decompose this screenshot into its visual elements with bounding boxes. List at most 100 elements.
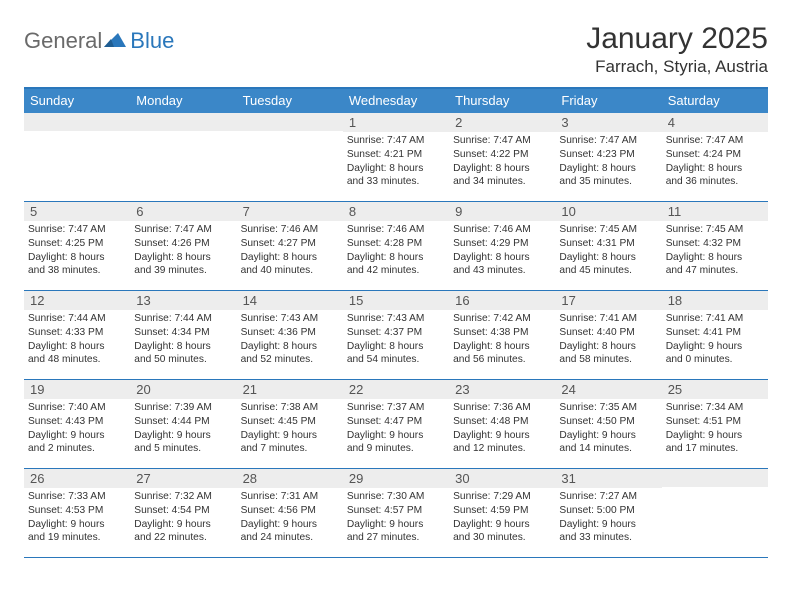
sunrise-label: Sunrise: 7:38 AM xyxy=(241,401,339,415)
day-details: Sunrise: 7:30 AMSunset: 4:57 PMDaylight:… xyxy=(343,488,449,549)
daylight2-label: and 19 minutes. xyxy=(28,531,126,545)
day-details: Sunrise: 7:31 AMSunset: 4:56 PMDaylight:… xyxy=(237,488,343,549)
day-cell: 16Sunrise: 7:42 AMSunset: 4:38 PMDayligh… xyxy=(449,291,555,379)
sunset-label: Sunset: 4:23 PM xyxy=(559,148,657,162)
sunrise-label: Sunrise: 7:46 AM xyxy=(453,223,551,237)
day-number: 17 xyxy=(555,291,661,310)
sunset-label: Sunset: 4:25 PM xyxy=(28,237,126,251)
day-details: Sunrise: 7:38 AMSunset: 4:45 PMDaylight:… xyxy=(237,399,343,460)
sunset-label: Sunset: 4:36 PM xyxy=(241,326,339,340)
day-number: 20 xyxy=(130,380,236,399)
day-number: 27 xyxy=(130,469,236,488)
day-details: Sunrise: 7:47 AMSunset: 4:21 PMDaylight:… xyxy=(343,132,449,193)
day-details: Sunrise: 7:32 AMSunset: 4:54 PMDaylight:… xyxy=(130,488,236,549)
daylight2-label: and 17 minutes. xyxy=(666,442,764,456)
day-details: Sunrise: 7:45 AMSunset: 4:31 PMDaylight:… xyxy=(555,221,661,282)
daylight2-label: and 34 minutes. xyxy=(453,175,551,189)
day-details: Sunrise: 7:41 AMSunset: 4:40 PMDaylight:… xyxy=(555,310,661,371)
sunset-label: Sunset: 4:48 PM xyxy=(453,415,551,429)
day-details: Sunrise: 7:47 AMSunset: 4:25 PMDaylight:… xyxy=(24,221,130,282)
sunrise-label: Sunrise: 7:30 AM xyxy=(347,490,445,504)
day-number: 7 xyxy=(237,202,343,221)
day-number: 11 xyxy=(662,202,768,221)
daylight1-label: Daylight: 9 hours xyxy=(28,518,126,532)
sunrise-label: Sunrise: 7:47 AM xyxy=(347,134,445,148)
sunset-label: Sunset: 4:44 PM xyxy=(134,415,232,429)
day-number: 26 xyxy=(24,469,130,488)
daylight2-label: and 56 minutes. xyxy=(453,353,551,367)
daylight1-label: Daylight: 8 hours xyxy=(559,251,657,265)
daylight1-label: Daylight: 9 hours xyxy=(134,429,232,443)
sunset-label: Sunset: 4:56 PM xyxy=(241,504,339,518)
daylight2-label: and 47 minutes. xyxy=(666,264,764,278)
day-cell: 9Sunrise: 7:46 AMSunset: 4:29 PMDaylight… xyxy=(449,202,555,290)
daylight2-label: and 5 minutes. xyxy=(134,442,232,456)
day-cell: 23Sunrise: 7:36 AMSunset: 4:48 PMDayligh… xyxy=(449,380,555,468)
day-details: Sunrise: 7:47 AMSunset: 4:22 PMDaylight:… xyxy=(449,132,555,193)
day-details: Sunrise: 7:27 AMSunset: 5:00 PMDaylight:… xyxy=(555,488,661,549)
sunset-label: Sunset: 4:21 PM xyxy=(347,148,445,162)
brand-text-general: General xyxy=(24,28,102,54)
location-label: Farrach, Styria, Austria xyxy=(586,57,768,77)
daylight2-label: and 35 minutes. xyxy=(559,175,657,189)
day-number: 12 xyxy=(24,291,130,310)
day-number: 30 xyxy=(449,469,555,488)
day-cell: 29Sunrise: 7:30 AMSunset: 4:57 PMDayligh… xyxy=(343,469,449,557)
day-number xyxy=(24,113,130,131)
weekday-header: Tuesday xyxy=(237,89,343,113)
daylight1-label: Daylight: 9 hours xyxy=(134,518,232,532)
day-number: 16 xyxy=(449,291,555,310)
day-cell: 24Sunrise: 7:35 AMSunset: 4:50 PMDayligh… xyxy=(555,380,661,468)
sunrise-label: Sunrise: 7:32 AM xyxy=(134,490,232,504)
daylight1-label: Daylight: 9 hours xyxy=(453,429,551,443)
weekday-header: Sunday xyxy=(24,89,130,113)
day-details: Sunrise: 7:45 AMSunset: 4:32 PMDaylight:… xyxy=(662,221,768,282)
daylight1-label: Daylight: 8 hours xyxy=(241,340,339,354)
week-row: 5Sunrise: 7:47 AMSunset: 4:25 PMDaylight… xyxy=(24,202,768,291)
brand-text-blue: Blue xyxy=(130,28,174,54)
day-details xyxy=(24,131,130,137)
daylight1-label: Daylight: 8 hours xyxy=(134,340,232,354)
day-cell: 18Sunrise: 7:41 AMSunset: 4:41 PMDayligh… xyxy=(662,291,768,379)
sunrise-label: Sunrise: 7:47 AM xyxy=(559,134,657,148)
daylight1-label: Daylight: 9 hours xyxy=(559,429,657,443)
sunset-label: Sunset: 4:37 PM xyxy=(347,326,445,340)
weekday-header: Friday xyxy=(555,89,661,113)
sunset-label: Sunset: 4:50 PM xyxy=(559,415,657,429)
weekday-header-row: Sunday Monday Tuesday Wednesday Thursday… xyxy=(24,89,768,113)
title-block: January 2025 Farrach, Styria, Austria xyxy=(586,22,768,77)
day-details: Sunrise: 7:39 AMSunset: 4:44 PMDaylight:… xyxy=(130,399,236,460)
daylight1-label: Daylight: 9 hours xyxy=(28,429,126,443)
daylight2-label: and 52 minutes. xyxy=(241,353,339,367)
sunset-label: Sunset: 4:28 PM xyxy=(347,237,445,251)
weekday-header: Thursday xyxy=(449,89,555,113)
sunset-label: Sunset: 5:00 PM xyxy=(559,504,657,518)
sunrise-label: Sunrise: 7:31 AM xyxy=(241,490,339,504)
day-cell: 1Sunrise: 7:47 AMSunset: 4:21 PMDaylight… xyxy=(343,113,449,201)
day-number: 4 xyxy=(662,113,768,132)
daylight2-label: and 54 minutes. xyxy=(347,353,445,367)
sunset-label: Sunset: 4:57 PM xyxy=(347,504,445,518)
sunset-label: Sunset: 4:59 PM xyxy=(453,504,551,518)
day-number: 18 xyxy=(662,291,768,310)
day-number xyxy=(237,113,343,131)
day-number: 28 xyxy=(237,469,343,488)
day-cell: 26Sunrise: 7:33 AMSunset: 4:53 PMDayligh… xyxy=(24,469,130,557)
day-number: 6 xyxy=(130,202,236,221)
sunrise-label: Sunrise: 7:46 AM xyxy=(241,223,339,237)
day-cell: 2Sunrise: 7:47 AMSunset: 4:22 PMDaylight… xyxy=(449,113,555,201)
daylight1-label: Daylight: 8 hours xyxy=(347,162,445,176)
day-cell: 12Sunrise: 7:44 AMSunset: 4:33 PMDayligh… xyxy=(24,291,130,379)
day-details: Sunrise: 7:37 AMSunset: 4:47 PMDaylight:… xyxy=(343,399,449,460)
sunrise-label: Sunrise: 7:43 AM xyxy=(241,312,339,326)
daylight2-label: and 27 minutes. xyxy=(347,531,445,545)
day-details: Sunrise: 7:46 AMSunset: 4:29 PMDaylight:… xyxy=(449,221,555,282)
daylight2-label: and 14 minutes. xyxy=(559,442,657,456)
daylight2-label: and 24 minutes. xyxy=(241,531,339,545)
brand-logo: General Blue xyxy=(24,22,174,54)
daylight1-label: Daylight: 9 hours xyxy=(347,429,445,443)
day-cell: 10Sunrise: 7:45 AMSunset: 4:31 PMDayligh… xyxy=(555,202,661,290)
sunrise-label: Sunrise: 7:40 AM xyxy=(28,401,126,415)
daylight1-label: Daylight: 8 hours xyxy=(453,251,551,265)
day-cell: 7Sunrise: 7:46 AMSunset: 4:27 PMDaylight… xyxy=(237,202,343,290)
